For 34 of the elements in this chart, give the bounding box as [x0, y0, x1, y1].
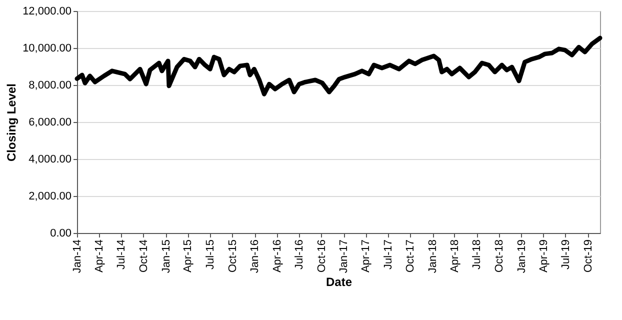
x-tick-label: Jan-17 [338, 240, 350, 274]
x-tick-label: Apr-18 [448, 240, 461, 273]
x-tick-label: Oct-14 [138, 240, 150, 273]
y-tick-label: 6,000.00 [28, 116, 72, 128]
y-tick-label: 12,000.00 [22, 6, 72, 18]
x-tick-label: Oct-15 [226, 240, 239, 273]
x-tick-label: Jan-16 [249, 240, 262, 274]
x-tick-label: Jul-14 [116, 240, 128, 270]
y-tick-label: 8,000.00 [28, 80, 72, 92]
x-tick-label: Apr-15 [182, 240, 194, 273]
x-tick-label: Jan-19 [516, 240, 528, 274]
x-tick-label: Jul-18 [471, 240, 484, 270]
y-tick-label: 0.00 [50, 228, 72, 240]
x-tick-label: Oct-18 [494, 240, 506, 273]
y-tick-label: 2,000.00 [28, 190, 72, 202]
y-axis-title: Closing Level [4, 83, 19, 162]
x-axis-title: Date [326, 275, 352, 290]
x-tick-label: Oct-17 [404, 240, 417, 273]
x-tick-label: Jan-14 [72, 240, 84, 274]
x-tick-label: Jul-16 [293, 240, 306, 270]
x-tick-label: Jan-15 [160, 240, 172, 274]
y-tick-label: 10,000.00 [22, 42, 72, 54]
x-tick-label: Apr-14 [93, 240, 106, 273]
x-tick-label: Apr-16 [271, 240, 284, 273]
x-tick-label: Jul-17 [382, 240, 394, 270]
x-tick-label: Oct-16 [316, 240, 328, 273]
x-tick-label: Jul-15 [204, 240, 216, 270]
y-tick-label: 4,000.00 [28, 154, 72, 166]
x-tick-label: Oct-19 [582, 240, 594, 273]
x-tick-label: Apr-17 [360, 240, 372, 273]
x-tick-label: Jul-19 [560, 240, 572, 270]
x-tick-label: Jan-18 [427, 240, 440, 274]
line-series [74, 36, 602, 96]
x-tick-label: Apr-19 [538, 240, 550, 273]
